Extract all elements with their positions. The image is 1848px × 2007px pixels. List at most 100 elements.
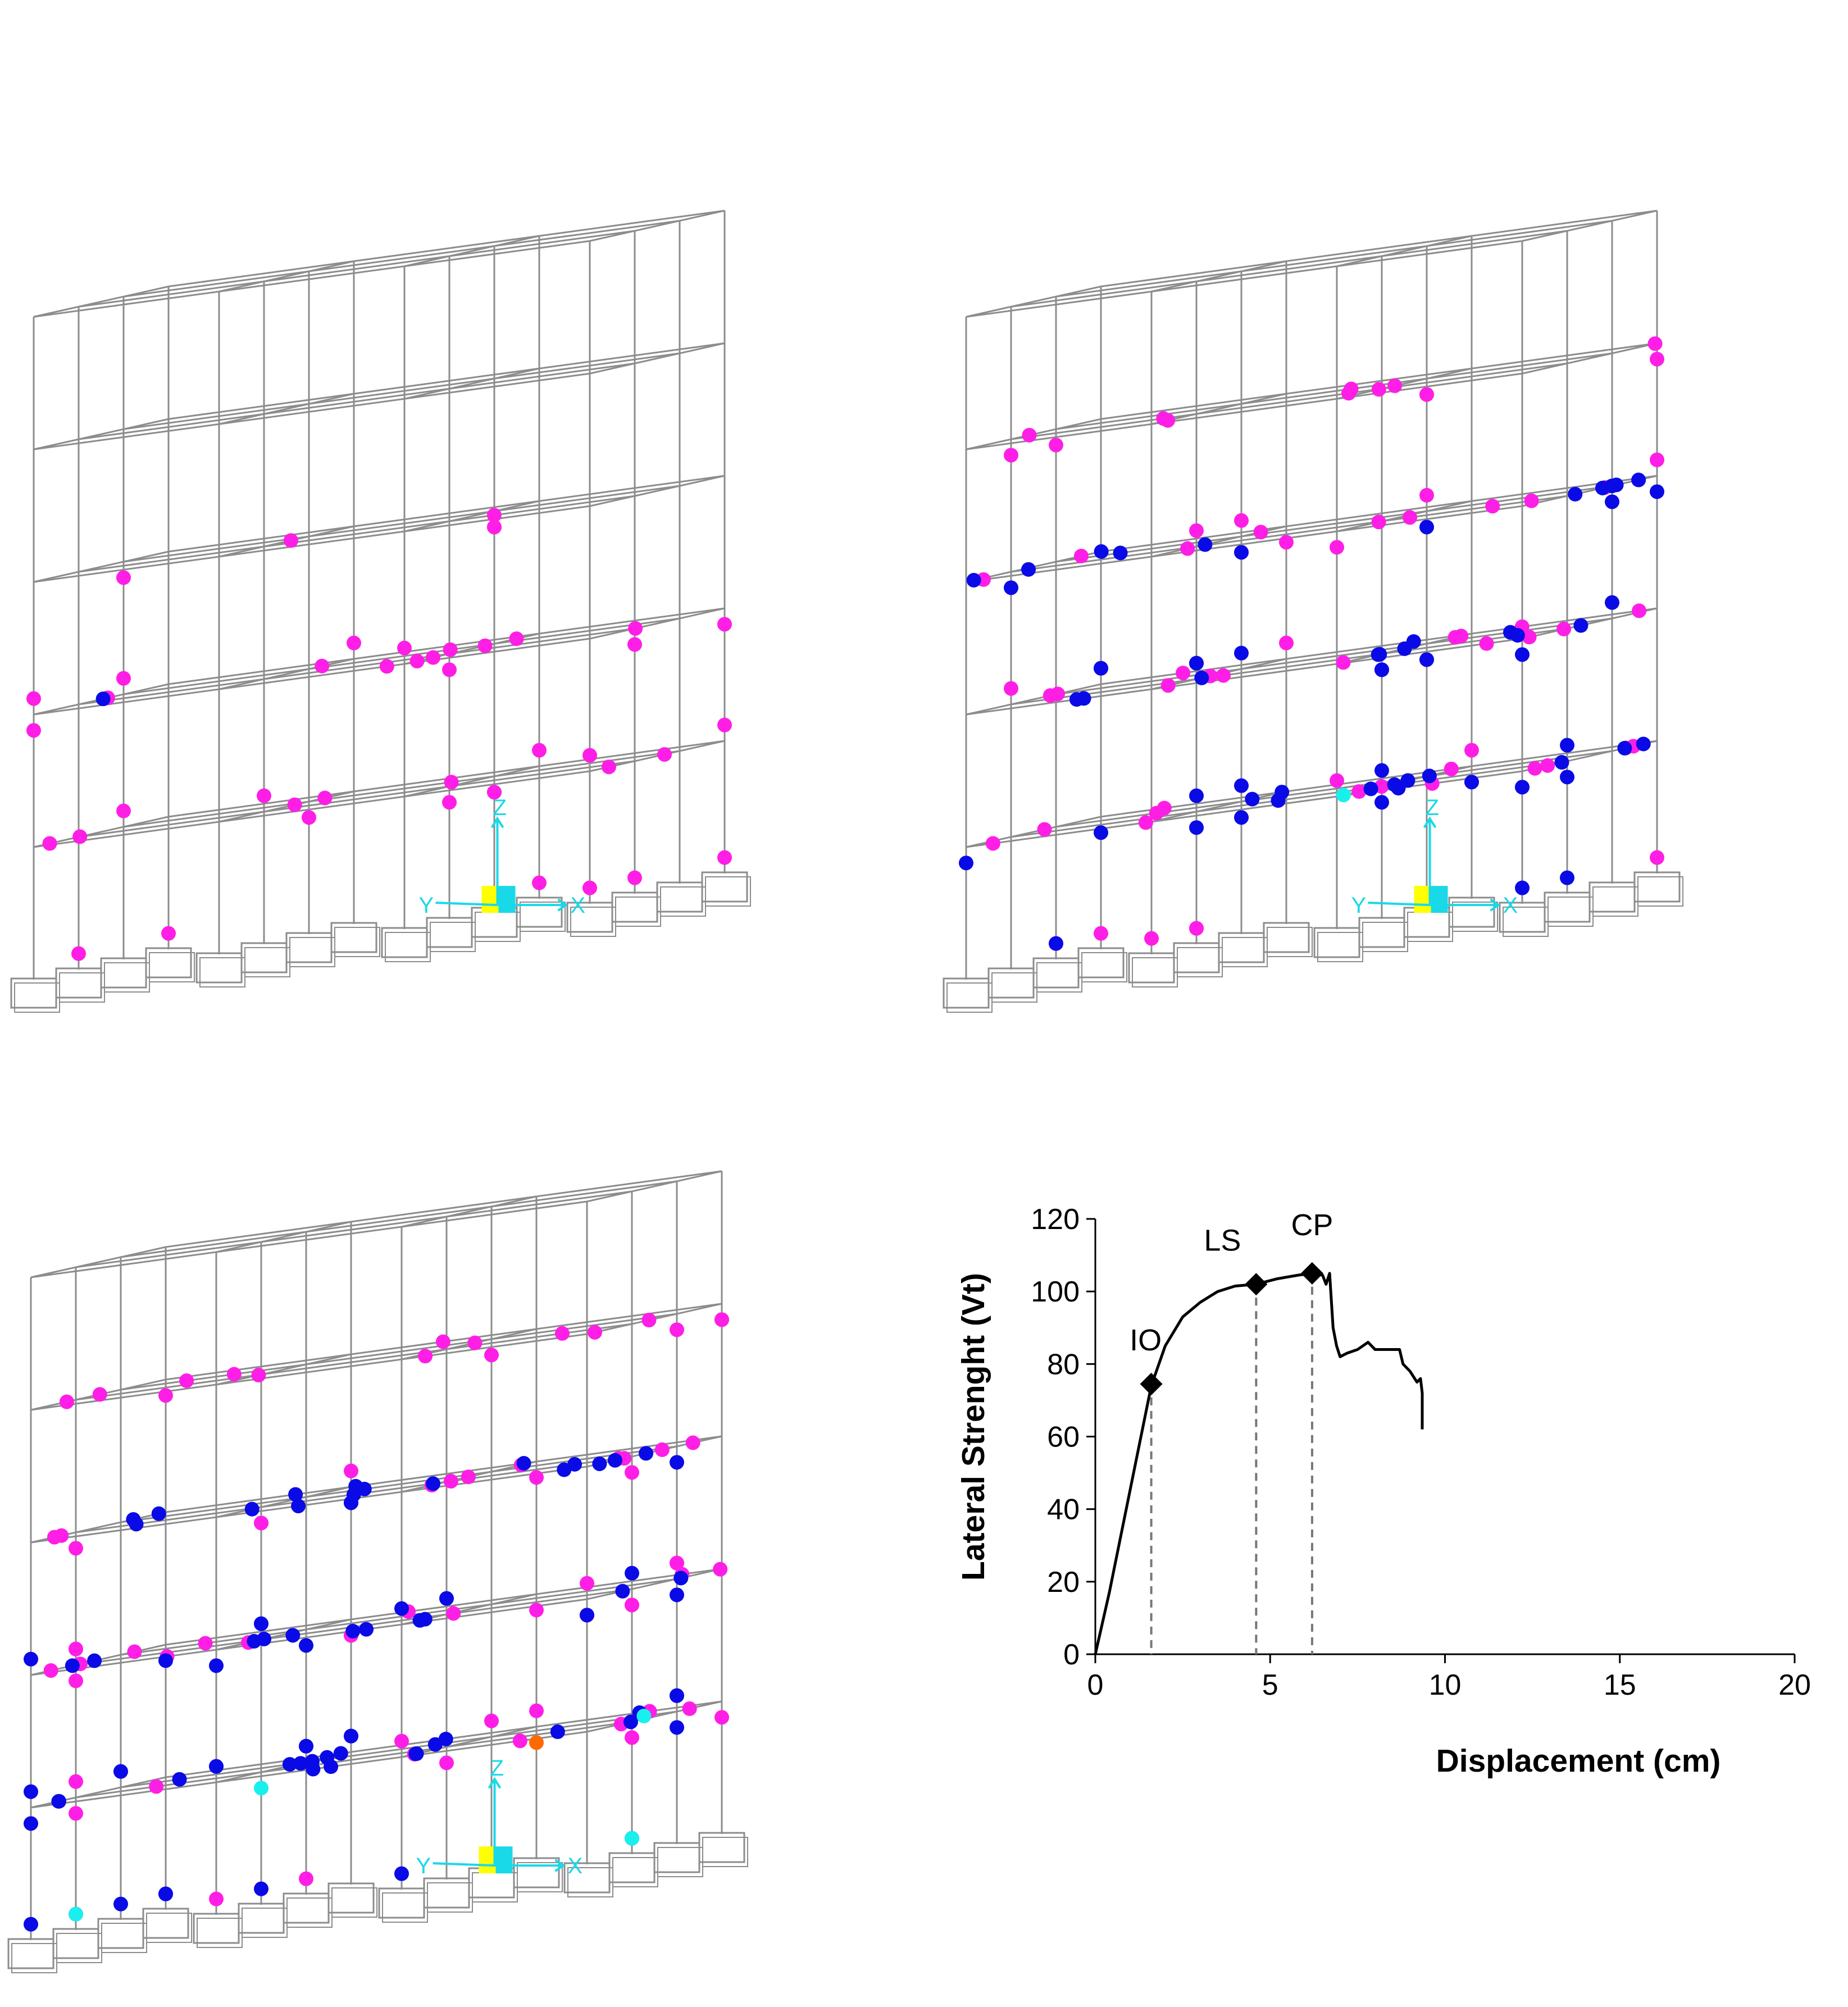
triad-yellow-cube — [481, 886, 499, 913]
plastic-hinge-blue — [1021, 562, 1036, 577]
triad-z-arrow — [488, 1777, 502, 1789]
plastic-hinge-blue — [966, 572, 981, 588]
plastic-hinge-magenta — [1344, 381, 1359, 397]
frame-beam — [30, 1598, 588, 1676]
plastic-hinge-magenta — [582, 748, 597, 763]
performance-drop-lines — [1150, 1273, 1313, 1654]
plastic-hinge-magenta — [315, 658, 330, 673]
footing-support-shadow — [11, 1943, 57, 1973]
footing-support-shadow — [946, 982, 993, 1013]
plastic-hinge-magenta — [554, 1326, 570, 1341]
plastic-hinge-blue — [1515, 880, 1530, 895]
plastic-hinge-blue — [1004, 580, 1018, 595]
plastic-hinge-magenta — [69, 1541, 83, 1556]
plastic-hinge-cyan — [1336, 788, 1351, 803]
frame-beam — [165, 1568, 722, 1646]
plastic-hinge-blue — [1069, 692, 1084, 707]
plastic-hinge-blue — [639, 1446, 654, 1461]
plastic-hinge-blue — [87, 1653, 102, 1668]
plastic-hinge-magenta — [1330, 773, 1344, 788]
footing-support-shadow — [570, 907, 616, 937]
plastic-hinge-blue — [567, 1457, 582, 1472]
chart-ticks: 0 5 10 15 20 0 20 40 60 80 100 120 — [1031, 1203, 1811, 1701]
plastic-hinge-magenta — [1371, 382, 1386, 397]
plastic-hinge-blue — [344, 1495, 358, 1510]
frame-panel-stage-1: Z Y X — [10, 210, 751, 1013]
plastic-hinge-magenta — [1444, 761, 1459, 776]
plastic-hinge-blue — [1419, 652, 1434, 667]
frame-beam — [33, 505, 590, 583]
plastic-hinge-magenta — [116, 671, 131, 686]
footing-support — [1313, 927, 1360, 958]
frame-beam — [75, 1323, 632, 1401]
frame-beam — [966, 505, 1523, 583]
frame-beam — [1100, 342, 1658, 420]
plastic-hinge-magenta — [627, 637, 642, 652]
plastic-hinge-blue — [623, 1714, 638, 1730]
plastic-hinge-blue — [65, 1658, 80, 1673]
plastic-hinge-blue — [113, 1896, 128, 1912]
plastic-hinge-magenta — [283, 533, 298, 548]
performance-point-label: LS — [1204, 1223, 1241, 1257]
footing-support — [195, 952, 243, 984]
plastic-hinge-magenta — [116, 803, 131, 818]
plastic-hinge-blue — [1604, 479, 1619, 494]
frame-beam — [216, 1221, 352, 1253]
plastic-hinge-magenta — [625, 1465, 639, 1480]
frame-beam — [1100, 607, 1658, 685]
plastic-hinge-blue — [285, 1628, 301, 1643]
triad-z-arrow — [1423, 816, 1437, 829]
plastic-hinge-magenta — [1336, 655, 1351, 670]
footing-support-shadow — [199, 957, 245, 987]
plastic-hinge-blue — [1636, 736, 1651, 752]
plastic-hinge-magenta — [1524, 493, 1539, 508]
frame-beam — [30, 1246, 166, 1278]
frame-beam — [120, 1313, 677, 1391]
triad-cyan-cube — [498, 886, 516, 913]
chart-axes — [1094, 1219, 1795, 1655]
frame-beam — [168, 475, 725, 553]
plastic-hinge-magenta — [1253, 525, 1268, 540]
footing-support — [381, 927, 428, 958]
plastic-hinge-magenta — [299, 1871, 313, 1886]
plastic-hinge-magenta — [444, 775, 459, 790]
plastic-hinge-magenta — [1351, 784, 1367, 799]
plastic-hinge-blue — [1419, 520, 1434, 535]
triad-yellow-cube — [1414, 886, 1431, 913]
plastic-hinge-blue — [282, 1756, 297, 1772]
plastic-hinge-magenta — [426, 650, 441, 665]
frame-beam — [1336, 367, 1472, 400]
plastic-hinge-magenta — [69, 1774, 83, 1789]
plastic-hinge-magenta — [582, 880, 597, 895]
plastic-hinge-magenta — [628, 621, 643, 636]
plastic-hinge-magenta — [1279, 635, 1294, 650]
plastic-hinge-cyan — [254, 1781, 268, 1796]
plastic-hinge-magenta — [226, 1367, 242, 1382]
plastic-hinge-blue — [299, 1739, 313, 1754]
triad-x-arrow — [557, 898, 568, 912]
plastic-hinge-magenta — [1650, 352, 1664, 367]
plastic-hinge-magenta — [251, 1368, 266, 1383]
plastic-hinge-blue — [151, 1506, 166, 1521]
y-tick-label: 40 — [1047, 1494, 1080, 1526]
frame-beam — [75, 1190, 632, 1268]
frame-beam — [30, 1200, 588, 1278]
footing-support — [7, 1938, 54, 1969]
triad-x-label: X — [571, 893, 586, 918]
frame-beam — [168, 210, 725, 288]
frame-beam — [120, 1445, 677, 1523]
footing-support-shadow — [382, 1892, 428, 1923]
plastic-hinge-magenta — [714, 1312, 729, 1327]
plastic-hinge-magenta — [486, 508, 502, 523]
plastic-hinge-blue — [1374, 795, 1389, 810]
plastic-hinge-blue — [1194, 670, 1209, 685]
frame-beam — [219, 260, 354, 293]
plastic-hinge-blue — [1371, 647, 1386, 662]
plastic-hinge-blue — [1650, 484, 1664, 499]
frame-beam — [401, 1195, 537, 1228]
plastic-hinge-blue — [333, 1746, 348, 1761]
x-tick-label: 15 — [1604, 1669, 1636, 1701]
frame-beam — [33, 240, 590, 318]
plastic-hinge-magenta — [26, 723, 41, 738]
plastic-hinge-magenta — [394, 1733, 409, 1749]
